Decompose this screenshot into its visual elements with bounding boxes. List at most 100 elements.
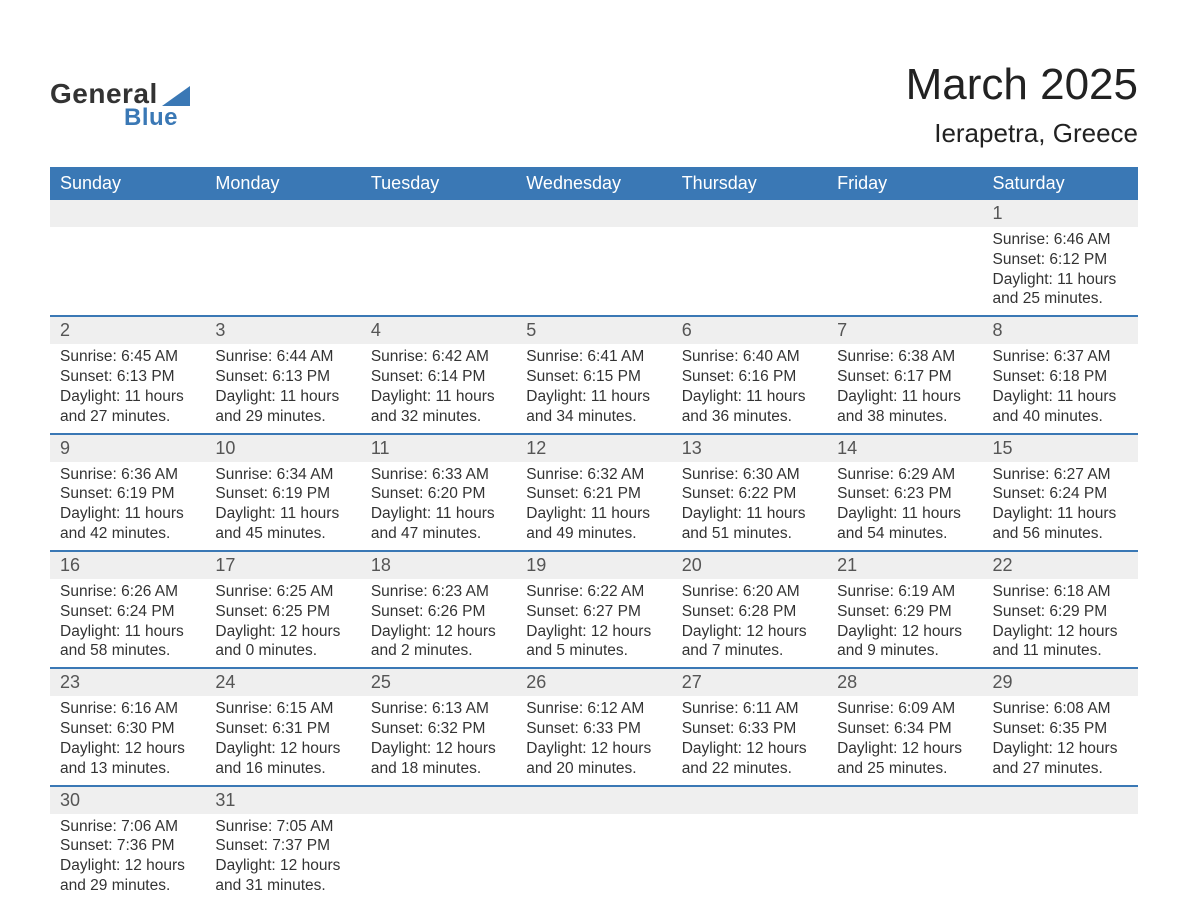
sunset-line: Sunset: 6:22 PM [682,484,817,504]
sunrise-line: Sunrise: 6:11 AM [682,699,817,719]
day-details: Sunrise: 6:37 AMSunset: 6:18 PMDaylight:… [983,344,1138,432]
day-number: 17 [205,552,360,579]
logo: General Blue [50,78,190,132]
day-details: Sunrise: 6:19 AMSunset: 6:29 PMDaylight:… [827,579,982,667]
day-details [205,227,360,236]
day-number [672,200,827,227]
sunrise-line: Sunrise: 6:44 AM [215,347,350,367]
day-number: 31 [205,787,360,814]
sunset-line: Sunset: 6:18 PM [993,367,1128,387]
daylight-line: Daylight: 11 hours and 32 minutes. [371,387,506,427]
sunrise-line: Sunrise: 6:27 AM [993,465,1128,485]
sunset-line: Sunset: 6:24 PM [60,602,195,622]
daylight-line: Daylight: 11 hours and 54 minutes. [837,504,972,544]
sunrise-line: Sunrise: 6:45 AM [60,347,195,367]
calendar-week-row: 2Sunrise: 6:45 AMSunset: 6:13 PMDaylight… [50,316,1138,433]
calendar-day-cell: 3Sunrise: 6:44 AMSunset: 6:13 PMDaylight… [205,316,360,433]
day-details [516,814,671,823]
day-details: Sunrise: 6:41 AMSunset: 6:15 PMDaylight:… [516,344,671,432]
calendar-day-cell: 22Sunrise: 6:18 AMSunset: 6:29 PMDayligh… [983,551,1138,668]
day-number: 1 [983,200,1138,227]
calendar-day-cell: 2Sunrise: 6:45 AMSunset: 6:13 PMDaylight… [50,316,205,433]
day-details: Sunrise: 6:33 AMSunset: 6:20 PMDaylight:… [361,462,516,550]
sunrise-line: Sunrise: 6:19 AM [837,582,972,602]
weekday-header: Saturday [983,167,1138,200]
calendar-day-cell: 17Sunrise: 6:25 AMSunset: 6:25 PMDayligh… [205,551,360,668]
sunset-line: Sunset: 6:35 PM [993,719,1128,739]
calendar-week-row: 9Sunrise: 6:36 AMSunset: 6:19 PMDaylight… [50,434,1138,551]
location-title: Ierapetra, Greece [906,118,1138,149]
sunrise-line: Sunrise: 6:12 AM [526,699,661,719]
sunset-line: Sunset: 6:12 PM [993,250,1128,270]
sunset-line: Sunset: 6:21 PM [526,484,661,504]
sunset-line: Sunset: 6:24 PM [993,484,1128,504]
calendar-day-cell: 7Sunrise: 6:38 AMSunset: 6:17 PMDaylight… [827,316,982,433]
sunset-line: Sunset: 6:30 PM [60,719,195,739]
calendar-day-cell: 12Sunrise: 6:32 AMSunset: 6:21 PMDayligh… [516,434,671,551]
day-number: 15 [983,435,1138,462]
day-number: 25 [361,669,516,696]
calendar-day-cell: 15Sunrise: 6:27 AMSunset: 6:24 PMDayligh… [983,434,1138,551]
day-details: Sunrise: 6:15 AMSunset: 6:31 PMDaylight:… [205,696,360,784]
daylight-line: Daylight: 11 hours and 25 minutes. [993,270,1128,310]
day-number: 13 [672,435,827,462]
day-number [516,787,671,814]
calendar-day-cell: 27Sunrise: 6:11 AMSunset: 6:33 PMDayligh… [672,668,827,785]
calendar-body: 1Sunrise: 6:46 AMSunset: 6:12 PMDaylight… [50,200,1138,902]
day-details [361,814,516,823]
day-number: 30 [50,787,205,814]
daylight-line: Daylight: 11 hours and 34 minutes. [526,387,661,427]
sunrise-line: Sunrise: 6:18 AM [993,582,1128,602]
daylight-line: Daylight: 12 hours and 27 minutes. [993,739,1128,779]
day-number: 14 [827,435,982,462]
daylight-line: Daylight: 11 hours and 29 minutes. [215,387,350,427]
calendar-day-cell: 14Sunrise: 6:29 AMSunset: 6:23 PMDayligh… [827,434,982,551]
month-title: March 2025 [906,60,1138,110]
day-details: Sunrise: 6:29 AMSunset: 6:23 PMDaylight:… [827,462,982,550]
sunset-line: Sunset: 6:27 PM [526,602,661,622]
day-number [205,200,360,227]
day-details [827,227,982,236]
calendar-day-cell [516,786,671,902]
sunrise-line: Sunrise: 6:26 AM [60,582,195,602]
daylight-line: Daylight: 12 hours and 22 minutes. [682,739,817,779]
calendar-day-cell [50,200,205,316]
day-number: 4 [361,317,516,344]
page-header: General Blue March 2025 Ierapetra, Greec… [50,60,1138,149]
sunset-line: Sunset: 6:19 PM [60,484,195,504]
sunset-line: Sunset: 6:16 PM [682,367,817,387]
day-details: Sunrise: 6:38 AMSunset: 6:17 PMDaylight:… [827,344,982,432]
daylight-line: Daylight: 12 hours and 5 minutes. [526,622,661,662]
day-number [827,787,982,814]
day-number: 21 [827,552,982,579]
day-number [516,200,671,227]
calendar-day-cell: 30Sunrise: 7:06 AMSunset: 7:36 PMDayligh… [50,786,205,902]
day-details: Sunrise: 6:44 AMSunset: 6:13 PMDaylight:… [205,344,360,432]
sunset-line: Sunset: 6:29 PM [837,602,972,622]
daylight-line: Daylight: 12 hours and 2 minutes. [371,622,506,662]
daylight-line: Daylight: 11 hours and 40 minutes. [993,387,1128,427]
calendar-header-row: SundayMondayTuesdayWednesdayThursdayFrid… [50,167,1138,200]
day-number: 6 [672,317,827,344]
day-number: 11 [361,435,516,462]
sunset-line: Sunset: 6:17 PM [837,367,972,387]
daylight-line: Daylight: 11 hours and 45 minutes. [215,504,350,544]
calendar-day-cell [672,200,827,316]
day-details: Sunrise: 6:12 AMSunset: 6:33 PMDaylight:… [516,696,671,784]
day-number: 29 [983,669,1138,696]
sunrise-line: Sunrise: 6:40 AM [682,347,817,367]
calendar-day-cell: 13Sunrise: 6:30 AMSunset: 6:22 PMDayligh… [672,434,827,551]
day-details: Sunrise: 6:27 AMSunset: 6:24 PMDaylight:… [983,462,1138,550]
calendar-day-cell: 5Sunrise: 6:41 AMSunset: 6:15 PMDaylight… [516,316,671,433]
sunset-line: Sunset: 6:33 PM [682,719,817,739]
sunset-line: Sunset: 6:20 PM [371,484,506,504]
day-details: Sunrise: 6:18 AMSunset: 6:29 PMDaylight:… [983,579,1138,667]
day-number: 10 [205,435,360,462]
day-details [516,227,671,236]
sunset-line: Sunset: 6:28 PM [682,602,817,622]
sunrise-line: Sunrise: 6:23 AM [371,582,506,602]
day-details: Sunrise: 7:06 AMSunset: 7:36 PMDaylight:… [50,814,205,902]
calendar-day-cell: 9Sunrise: 6:36 AMSunset: 6:19 PMDaylight… [50,434,205,551]
daylight-line: Daylight: 12 hours and 7 minutes. [682,622,817,662]
day-details [827,814,982,823]
